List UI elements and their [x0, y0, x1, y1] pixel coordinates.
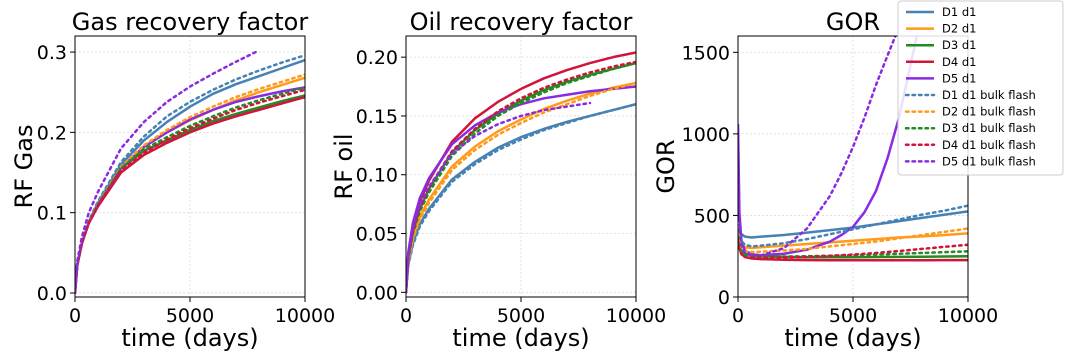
x-axis-label: time (days): [452, 324, 589, 352]
series-line: [738, 238, 968, 260]
y-tick-label: 0.3: [37, 42, 67, 64]
legend-label: D2 d1: [942, 22, 976, 36]
legend-label: D4 d1 bulk flash: [942, 138, 1036, 152]
series-line: [406, 81, 636, 294]
y-tick-label: 0.05: [356, 224, 398, 246]
chart-gor: 0 5000 10000 0 500 1000 1500 GOR time (days) GOR: [652, 8, 998, 352]
series-line: [738, 210, 968, 239]
y-tick-label: 0.1: [37, 203, 67, 225]
y-tick-label: 0.0: [37, 283, 67, 305]
series-group: [406, 51, 636, 294]
legend-label: D1 d1 bulk flash: [942, 88, 1036, 102]
x-tick-label: 10000: [275, 305, 335, 327]
legend-entry: D3 d1 bulk flash: [904, 121, 1036, 135]
y-axis-label: RF Gas: [10, 125, 38, 209]
x-tick-label: 0: [400, 305, 412, 327]
x-tick-label: 0: [69, 305, 81, 327]
chart-title: Gas recovery factor: [72, 8, 309, 36]
series-line: [406, 101, 592, 294]
x-tick-label: 10000: [938, 305, 998, 327]
y-tick-label: 0.15: [356, 106, 398, 128]
series-line: [738, 235, 968, 258]
legend-entry: D5 d1: [906, 71, 976, 85]
legend-entry: D2 d1: [906, 22, 976, 36]
series-line: [738, 204, 968, 248]
x-tick-label: 5000: [829, 305, 877, 327]
y-axis-label: GOR: [652, 139, 680, 193]
legend-label: D3 d1 bulk flash: [942, 121, 1036, 135]
series-line: [738, 36, 897, 257]
y-tick-label: 0: [718, 287, 730, 309]
x-tick-label: 5000: [166, 305, 214, 327]
legend: D1 d1 D2 d1 D3 d1 D4 d1 D5 d1 D1 d1 bulk flas…: [897, 0, 1064, 176]
series-group: [738, 36, 968, 262]
series-line: [75, 88, 305, 295]
y-tick-label: 500: [694, 205, 730, 227]
y-axis-label: RF oil: [330, 133, 358, 199]
legend-label: D4 d1: [942, 55, 976, 69]
legend-label: D2 d1 bulk flash: [942, 105, 1036, 119]
chart-title: GOR: [826, 8, 880, 36]
legend-label: D5 d1: [942, 71, 976, 85]
y-tick-label: 0.10: [356, 165, 398, 187]
legend-label: D1 d1: [942, 5, 976, 19]
y-tick-label: 1500: [682, 42, 730, 64]
x-tick-label: 5000: [497, 305, 545, 327]
series-group: [75, 49, 305, 295]
x-tick-label: 0: [732, 305, 744, 327]
y-tick-label: 0.2: [37, 122, 67, 144]
legend-box: [897, 0, 1064, 176]
x-axis-label: time (days): [784, 324, 921, 352]
legend-entry: D4 d1 bulk flash: [904, 138, 1036, 152]
y-tick-label: 0.00: [356, 282, 398, 304]
legend-entry: D3 d1: [906, 38, 976, 52]
series-line: [406, 61, 636, 294]
legend-label: D5 d1 bulk flash: [942, 154, 1036, 168]
x-tick-label: 10000: [606, 305, 666, 327]
y-tick-label: 1000: [682, 124, 730, 146]
series-line: [738, 36, 918, 257]
series-line: [75, 49, 261, 295]
series-line: [406, 102, 636, 294]
x-axis-label: time (days): [121, 324, 258, 352]
legend-entry: D1 d1 bulk flash: [904, 88, 1036, 102]
chart-oil: 0 5000 10000 0.00 0.05 0.10 0.15 0.20 Oil recove…: [330, 8, 666, 352]
y-tick-label: 0.20: [356, 47, 398, 69]
series-line: [738, 227, 968, 254]
legend-entry: D2 d1 bulk flash: [904, 105, 1036, 119]
chart-title: Oil recovery factor: [410, 8, 633, 36]
legend-entry: D4 d1: [906, 55, 976, 69]
legend-entry: D5 d1 bulk flash: [904, 154, 1036, 168]
legend-entry: D1 d1: [906, 5, 976, 19]
legend-label: D3 d1: [942, 38, 976, 52]
series-line: [406, 85, 636, 293]
